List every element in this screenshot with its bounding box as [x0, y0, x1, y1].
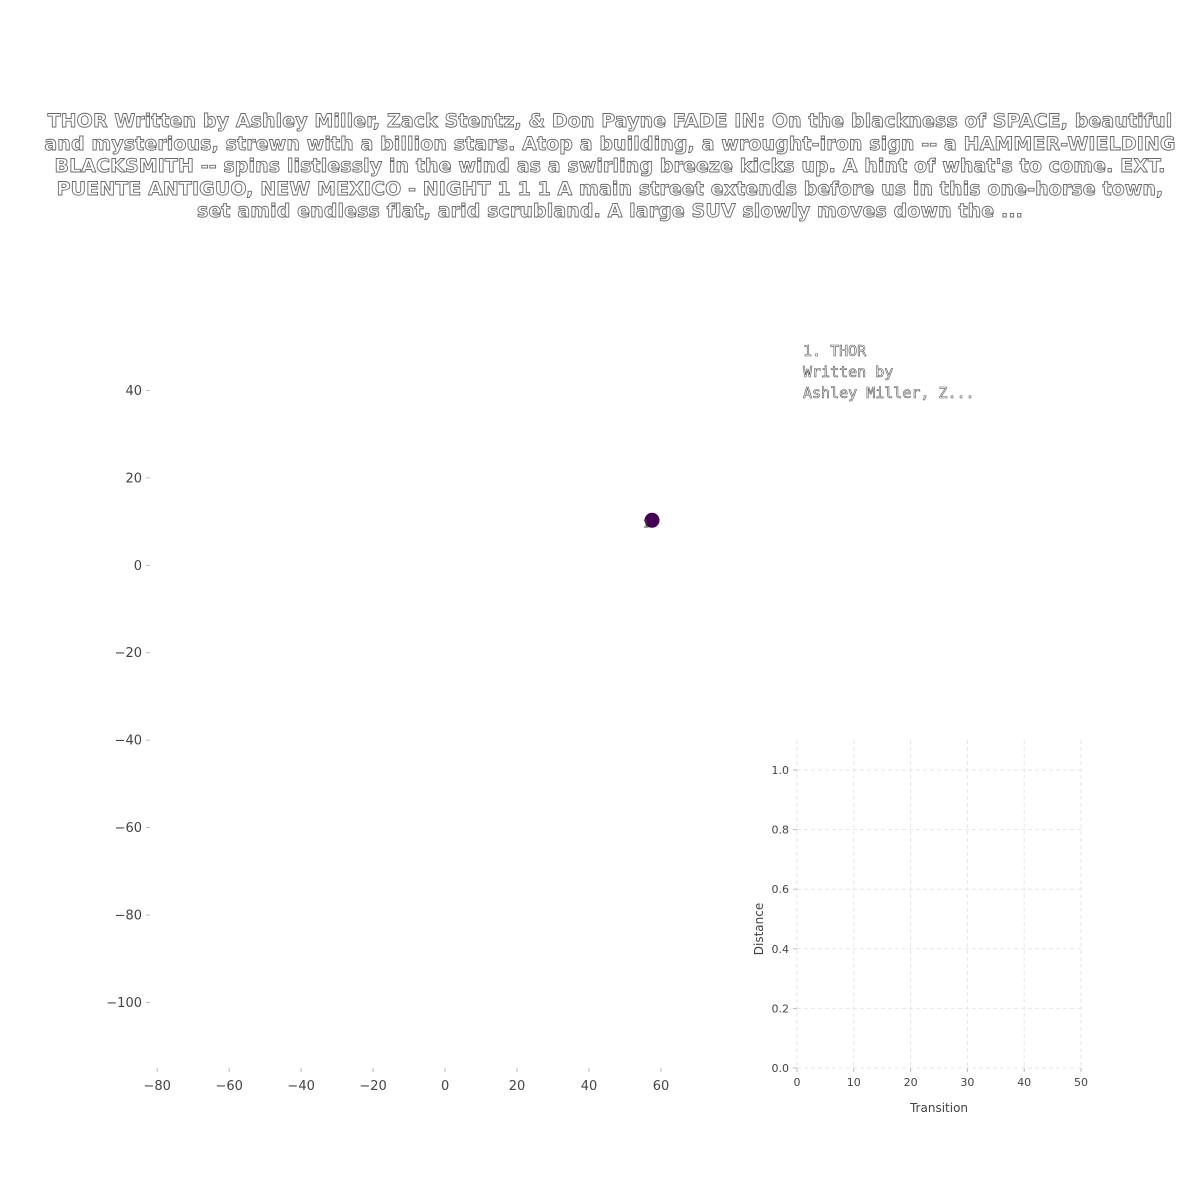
x-tick-label: 60 [653, 1079, 670, 1094]
y-tick-label: −20 [115, 646, 142, 661]
y-tick-label: 0 [134, 559, 142, 574]
annotation-line-2: Written by [803, 363, 894, 382]
point-annotation: 1. THOR Written by Ashley Miller, Z... [803, 341, 975, 404]
y-tick-label: 0.6 [772, 883, 790, 896]
scatter-plot: 40 20 0 −20 −40 −60 −80 −100 −80 −60 −40 −20 0 20 40 60… [106, 384, 669, 1094]
point-label: 1 [643, 517, 650, 530]
x-tick-label: 40 [1017, 1076, 1031, 1089]
annotation-line-1: 1. THOR [803, 342, 867, 361]
x-tick-label: 0 [441, 1079, 449, 1094]
x-tick-label: −40 [287, 1079, 314, 1094]
x-tick-label: 20 [904, 1076, 918, 1089]
y-tick-label: −60 [115, 821, 142, 836]
x-tick-label: −60 [215, 1079, 242, 1094]
x-tick-label: 40 [581, 1079, 598, 1094]
x-tick-label: −20 [359, 1079, 386, 1094]
distance-plot: 0.0 0.2 0.4 0.6 0.8 1.0 0 10 20 30 40 50 Transition D… [752, 740, 1088, 1115]
y-tick-label: 20 [125, 471, 142, 486]
annotation-line-3: Ashley Miller, Z... [803, 384, 975, 403]
x-tick-label: 10 [847, 1076, 861, 1089]
y-tick-label: −100 [106, 996, 142, 1011]
x-tick-label: 50 [1074, 1076, 1088, 1089]
x-tick-label: −80 [143, 1079, 170, 1094]
y-axis-label: Distance [752, 903, 766, 955]
y-tick-label: 0.2 [772, 1002, 790, 1015]
x-tick-label: 30 [960, 1076, 974, 1089]
x-axis-label: Transition [909, 1101, 968, 1115]
y-tick-label: 40 [125, 384, 142, 399]
y-tick-label: 1.0 [772, 764, 790, 777]
y-tick-label: 0.8 [772, 824, 790, 837]
scatter-point [644, 512, 660, 528]
y-tick-label: 0.4 [772, 943, 790, 956]
x-tick-label: 20 [509, 1079, 526, 1094]
y-tick-label: 0.0 [772, 1062, 790, 1075]
y-tick-label: −80 [115, 909, 142, 924]
y-tick-label: −40 [115, 734, 142, 749]
figure-title: THOR Written by Ashley Miller, Zack Sten… [44, 110, 1176, 223]
x-tick-label: 0 [794, 1076, 801, 1089]
